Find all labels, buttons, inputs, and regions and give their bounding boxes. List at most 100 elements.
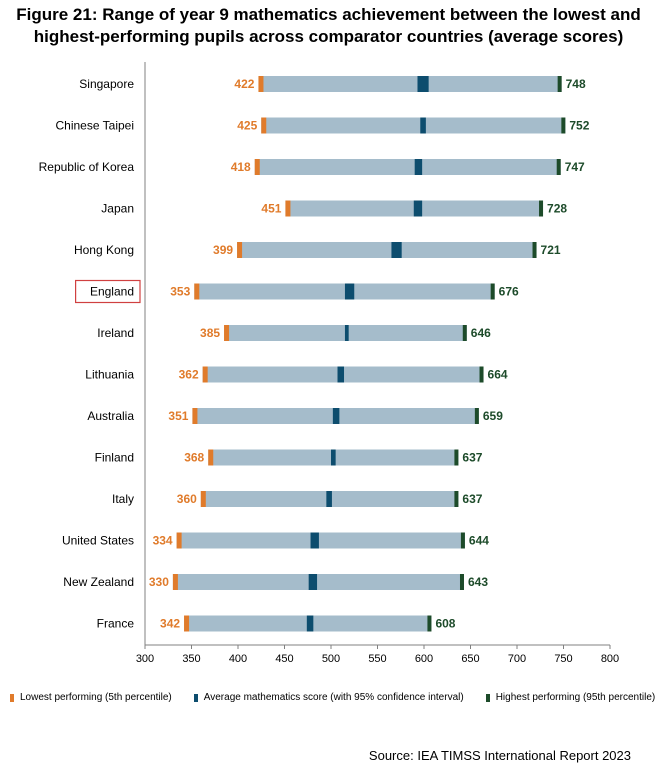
category-label: Australia: [87, 409, 134, 423]
highest-value-label: 644: [469, 534, 489, 548]
range-bar: [194, 283, 495, 300]
x-tick-label: 450: [275, 653, 293, 665]
lowest-marker: [184, 615, 190, 632]
lowest-value-label: 342: [160, 617, 180, 631]
lowest-value-label: 360: [177, 492, 197, 506]
x-tick-label: 550: [368, 653, 386, 665]
lowest-marker: [261, 117, 267, 134]
highest-value-label: 728: [547, 202, 567, 216]
highest-marker: [539, 200, 544, 217]
x-tick-label: 800: [601, 653, 619, 665]
average-marker: [331, 449, 336, 466]
highest-value-label: 646: [471, 326, 491, 340]
average-marker: [332, 408, 340, 424]
average-marker: [391, 242, 402, 258]
highest-value-label: 721: [541, 243, 561, 257]
category-label: Finland: [95, 451, 134, 465]
category-label: Lithuania: [85, 368, 134, 382]
highest-marker: [460, 532, 465, 549]
range-bar: [172, 574, 464, 590]
lowest-marker: [237, 242, 243, 258]
lowest-marker: [258, 76, 264, 92]
average-marker: [413, 200, 423, 217]
x-tick-label: 700: [508, 653, 526, 665]
lowest-marker: [172, 574, 178, 590]
category-label: England: [90, 285, 134, 299]
lowest-value-label: 418: [231, 160, 251, 174]
x-tick-label: 500: [322, 653, 340, 665]
range-bar: [261, 117, 566, 134]
range-bar: [237, 242, 537, 258]
highest-value-label: 747: [565, 160, 585, 174]
lowest-value-label: 425: [237, 119, 257, 133]
highest-marker: [454, 449, 459, 466]
highest-marker: [427, 615, 432, 632]
highest-marker: [561, 117, 566, 134]
average-marker: [310, 532, 319, 549]
average-marker: [344, 325, 349, 341]
legend-swatch-average: [193, 693, 198, 702]
legend-item-highest: Highest performing (95th percentile): [485, 692, 655, 703]
title-line-2: highest-performing pupils across compara…: [33, 27, 624, 46]
lowest-value-label: 351: [168, 409, 188, 423]
lowest-marker: [285, 200, 291, 217]
highest-value-label: 748: [566, 77, 586, 91]
lowest-value-label: 362: [179, 368, 199, 382]
category-label: Japan: [101, 202, 134, 216]
highest-marker: [474, 408, 479, 424]
highest-marker: [557, 76, 562, 92]
x-tick-label: 600: [415, 653, 433, 665]
lowest-marker: [224, 325, 230, 341]
highest-value-label: 659: [483, 409, 503, 423]
highest-value-label: 676: [499, 285, 519, 299]
lowest-marker: [194, 283, 200, 300]
legend: Lowest performing (5th percentile) Avera…: [10, 692, 655, 703]
lowest-marker: [254, 159, 260, 175]
x-tick-label: 300: [136, 653, 154, 665]
category-label: Republic of Korea: [39, 160, 135, 174]
lowest-value-label: 451: [261, 202, 281, 216]
range-bar: [176, 532, 465, 549]
lowest-value-label: 385: [200, 326, 220, 340]
legend-swatch-lowest: [10, 693, 14, 702]
category-label: Italy: [112, 492, 134, 506]
chart-title: Figure 21: Range of year 9 mathematics a…: [0, 4, 657, 48]
lowest-marker: [192, 408, 198, 424]
highest-value-label: 637: [462, 451, 482, 465]
highest-value-label: 608: [435, 617, 455, 631]
category-label: New Zealand: [63, 575, 134, 589]
lowest-value-label: 368: [184, 451, 204, 465]
highest-marker: [479, 366, 484, 383]
range-bar: [258, 76, 562, 92]
lowest-value-label: 353: [170, 285, 190, 299]
average-marker: [326, 491, 332, 507]
lowest-value-label: 422: [234, 77, 254, 91]
category-label: France: [97, 617, 135, 631]
highest-value-label: 664: [488, 368, 508, 382]
x-tick-label: 400: [229, 653, 247, 665]
highest-marker: [454, 491, 459, 507]
highest-marker: [459, 574, 464, 590]
legend-swatch-highest: [485, 693, 490, 702]
highest-marker: [532, 242, 537, 258]
average-marker: [417, 76, 429, 92]
highest-value-label: 643: [468, 575, 488, 589]
legend-item-lowest: Lowest performing (5th percentile): [10, 692, 172, 703]
legend-label-average: Average mathematics score (with 95% conf…: [203, 692, 464, 703]
category-label: United States: [62, 534, 134, 548]
average-marker: [344, 283, 355, 300]
average-marker: [308, 574, 318, 590]
legend-item-average: Average mathematics score (with 95% conf…: [193, 692, 464, 703]
x-tick-label: 650: [461, 653, 479, 665]
range-chart: Singapore 422 748 Chinese Taipei 425 752 Repub…: [39, 62, 619, 665]
highest-marker: [556, 159, 561, 175]
lowest-value-label: 330: [149, 575, 169, 589]
highest-marker: [462, 325, 467, 341]
average-marker: [306, 615, 314, 632]
source-note: Source: IEA TIMSS International Report 2…: [368, 748, 631, 763]
category-label: Chinese Taipei: [56, 119, 135, 133]
category-label: Hong Kong: [74, 243, 134, 257]
highest-marker: [490, 283, 495, 300]
lowest-value-label: 399: [213, 243, 233, 257]
range-bar: [254, 159, 561, 175]
